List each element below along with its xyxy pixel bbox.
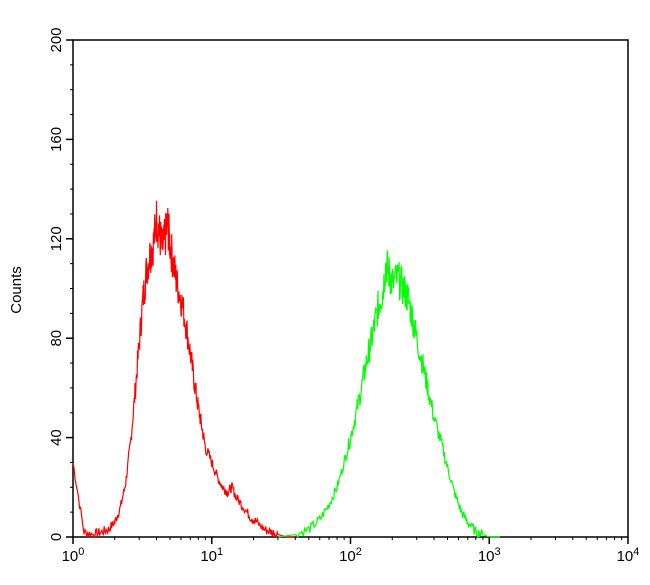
y-tick-label: 0 [48,533,65,541]
series-line-1 [72,200,296,539]
series-line-2 [277,250,501,539]
x-tick-label: 104 [617,546,640,565]
x-tick-label: 101 [200,546,223,565]
y-axis-label: Counts [8,266,25,314]
y-tick-label: 160 [48,127,65,152]
plot-frame [72,39,629,538]
x-axis: 100 101 102 103 104 [62,537,640,565]
x-tick-label: 100 [62,546,85,565]
x-tick-label: 103 [478,546,501,565]
y-axis: 0 40 80 120 160 200 [48,27,73,541]
y-tick-label: 120 [48,226,65,251]
y-tick-label: 80 [48,330,65,347]
y-tick-label: 40 [48,429,65,446]
series-layer [72,200,501,539]
plot-border [72,39,629,538]
x-tick-label: 102 [339,546,362,565]
y-tick-label: 200 [48,27,65,52]
